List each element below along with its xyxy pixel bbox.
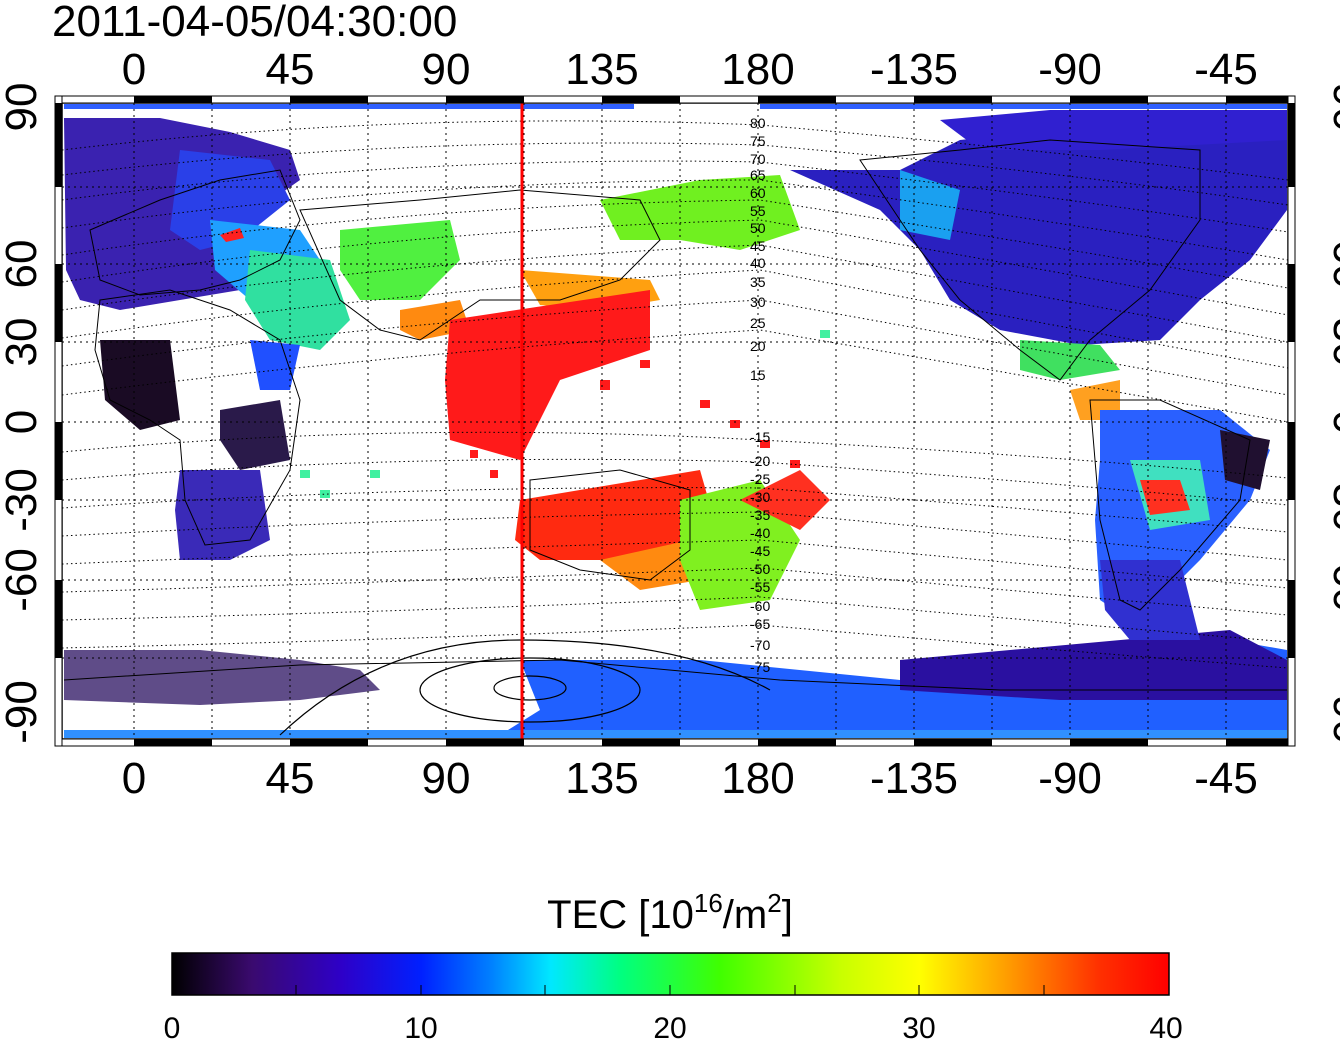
contour-label: 80 — [750, 115, 766, 131]
contour-label: 60 — [750, 185, 766, 201]
bottom-longitude-labels: 0 45 90 135 180 -135 -90 -45 — [122, 754, 1258, 803]
contour-label: 15 — [750, 367, 766, 383]
colorbar-title-mid: /m — [723, 893, 767, 937]
coastlines — [63, 139, 1287, 691]
lon-tick-label: 135 — [565, 45, 638, 94]
lon-tick-label: 0 — [122, 45, 146, 94]
colorbar-gradient — [171, 952, 1170, 996]
lon-tick-label: 0 — [122, 754, 146, 803]
lat-tick-label: 60 — [1324, 240, 1340, 289]
colorbar-title-exponent2: 2 — [767, 888, 781, 918]
contour-label: -40 — [750, 525, 770, 541]
left-latitude-labels: 90 60 30 0 -30 -60 -90 — [0, 83, 46, 744]
contour-label: -55 — [750, 579, 770, 595]
tec-data-layer — [64, 104, 1287, 738]
lon-tick-label: 45 — [266, 754, 315, 803]
contour-label: 50 — [750, 220, 766, 236]
contour-label: -35 — [750, 507, 770, 523]
contour-label: -25 — [750, 471, 770, 487]
magnetic-contours — [62, 120, 1288, 669]
lon-tick-label: -45 — [1194, 45, 1258, 94]
lat-tick-label: 0 — [0, 410, 46, 434]
lat-tick-label: 90 — [1324, 83, 1340, 132]
contour-label: -20 — [750, 453, 770, 469]
lat-tick-label: -60 — [0, 548, 46, 612]
contour-label: 35 — [750, 274, 766, 290]
lat-tick-label: 30 — [1324, 318, 1340, 367]
contour-label: -75 — [750, 659, 770, 675]
contour-label: -30 — [750, 489, 770, 505]
contour-label: 70 — [750, 151, 766, 167]
contour-label: -60 — [750, 598, 770, 614]
lon-tick-label: -45 — [1194, 754, 1258, 803]
contour-label: -50 — [750, 561, 770, 577]
contour-label: 20 — [750, 338, 766, 354]
lat-tick-label: 60 — [0, 240, 46, 289]
right-latitude-labels: 90 60 30 0 -30 -60 -90 — [1324, 83, 1340, 744]
contour-label: 40 — [750, 255, 766, 271]
contour-label: 65 — [750, 167, 766, 183]
lon-tick-label: -90 — [1038, 45, 1102, 94]
contour-label: -65 — [750, 616, 770, 632]
lat-tick-label: 90 — [0, 83, 46, 132]
contour-label: -70 — [750, 637, 770, 653]
contour-label: -15 — [750, 429, 770, 445]
colorbar-title-prefix: TEC [10 — [547, 893, 694, 937]
colorbar-title-suffix: ] — [782, 893, 793, 937]
contour-label: 45 — [750, 238, 766, 254]
contour-labels-south: -15 -20 -25 -30 -35 -40 -45 -50 -55 -60 … — [750, 429, 770, 675]
colorbar-title-exponent: 16 — [694, 888, 723, 918]
contour-label: 75 — [750, 133, 766, 149]
colorbar-title: TEC [1016/m2] — [547, 888, 793, 937]
colorbar-tick-label: 0 — [164, 1012, 181, 1042]
lat-tick-label: -90 — [0, 680, 46, 744]
top-longitude-labels: 0 45 90 135 180 -135 -90 -45 — [122, 45, 1258, 94]
lat-tick-label: -30 — [1324, 468, 1340, 532]
lon-tick-label: -135 — [870, 754, 958, 803]
timestamp-title: 2011-04-05/04:30:00 — [52, 0, 458, 46]
lon-tick-label: 45 — [266, 45, 315, 94]
colorbar-tick-label: 40 — [1149, 1012, 1182, 1042]
contour-label: 25 — [750, 315, 766, 331]
lon-tick-label: 90 — [422, 754, 471, 803]
contour-label: 30 — [750, 294, 766, 310]
contour-label: 55 — [750, 203, 766, 219]
lat-tick-label: -30 — [0, 468, 46, 532]
lon-tick-label: -135 — [870, 45, 958, 94]
contour-labels-north: 80 75 70 65 60 55 50 45 40 35 30 25 20 1… — [750, 115, 766, 383]
lat-tick-label: -90 — [1324, 680, 1340, 744]
colorbar: TEC [1016/m2] 0 10 20 30 40 — [164, 888, 1183, 1042]
lat-tick-label: 0 — [1324, 410, 1340, 434]
lon-tick-label: 135 — [565, 754, 638, 803]
magnetic-pole-contours — [279, 639, 771, 736]
lon-tick-label: 180 — [721, 45, 794, 94]
colorbar-ticks — [295, 985, 1045, 995]
lat-tick-label: -60 — [1324, 548, 1340, 612]
lon-tick-label: 90 — [422, 45, 471, 94]
contour-label: -45 — [750, 543, 770, 559]
colorbar-tick-label: 10 — [404, 1012, 437, 1042]
colorbar-tick-label: 20 — [653, 1012, 686, 1042]
lat-tick-label: 30 — [0, 318, 46, 367]
map-panel — [54, 95, 1296, 747]
graticule — [62, 103, 1288, 739]
lon-tick-label: -90 — [1038, 754, 1102, 803]
lon-tick-label: 180 — [721, 754, 794, 803]
colorbar-tick-label: 30 — [902, 1012, 935, 1042]
